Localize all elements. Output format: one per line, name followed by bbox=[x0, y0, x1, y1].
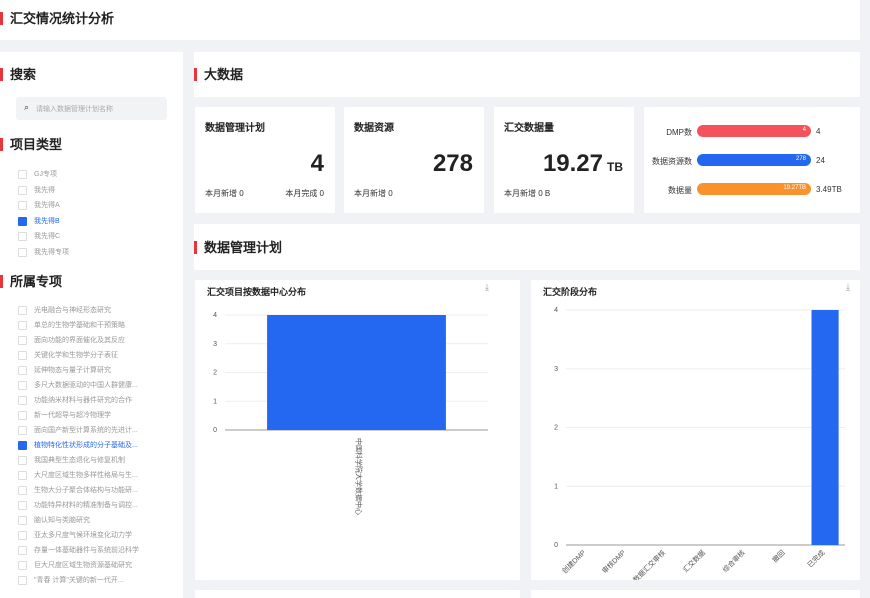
y-tick-label: 0 bbox=[213, 427, 217, 434]
checkbox-item[interactable]: 我先得专项 bbox=[18, 247, 69, 257]
card-note: 本月新增 0 bbox=[354, 189, 393, 198]
page-title: 汇交情况统计分析 bbox=[0, 12, 114, 25]
card-title: 汇交数据量 bbox=[504, 123, 554, 134]
special-title: 所属专项 bbox=[0, 275, 62, 288]
x-tick-label: 创建DMP bbox=[560, 548, 587, 575]
y-tick-label: 3 bbox=[554, 366, 558, 373]
summary-outer: 4 bbox=[816, 127, 821, 136]
stat-card bbox=[195, 107, 335, 213]
x-tick-label: 汇交数据 bbox=[681, 548, 707, 574]
summary-bar: 19.27TB bbox=[697, 183, 811, 195]
summary-outer: 3.49TB bbox=[816, 185, 842, 194]
summary-name: 数据量 bbox=[668, 186, 692, 195]
checkbox-item[interactable]: 我先得A bbox=[18, 201, 60, 210]
card-note: 本月新增 0 bbox=[205, 189, 244, 198]
unit: TB bbox=[607, 160, 623, 174]
summary-inner: 19.27TB bbox=[783, 185, 806, 191]
chart: ⤓ 汇交项目按数据中心分布 0 1 2 3 4 中国科学院大学数据中心 bbox=[207, 282, 489, 515]
y-tick-label: 1 bbox=[213, 398, 217, 405]
summary-outer: 24 bbox=[816, 156, 825, 165]
card-value: 19.27 TB bbox=[543, 150, 623, 178]
checkbox-item[interactable]: 生物大分子聚合体结构与功能研... bbox=[18, 486, 138, 495]
bar bbox=[267, 315, 446, 430]
checkbox-item[interactable]: 脑认知与类脑研究 bbox=[18, 516, 90, 525]
sidebar bbox=[0, 52, 183, 598]
checkbox-item[interactable]: 我先得 bbox=[18, 185, 55, 195]
summary-name: 数据资源数 bbox=[652, 157, 692, 166]
type-title: 项目类型 bbox=[0, 138, 62, 151]
checkbox-item[interactable]: 巨大尺度区域生物资源基础研究 bbox=[18, 561, 132, 570]
checkbox-item[interactable]: 新一代超导与超冷物理学 bbox=[18, 411, 111, 420]
checkbox-item[interactable]: 大尺度区域生物多样性格局与生... bbox=[18, 471, 138, 480]
checkbox-item[interactable]: 亚太多尺度气候环境变化动力学 bbox=[18, 531, 132, 540]
chart-panel bbox=[195, 590, 520, 598]
checkbox-item[interactable]: 面向国产新型计算系统的先进计... bbox=[18, 426, 138, 435]
value: 278 bbox=[432, 150, 473, 177]
checkbox-item[interactable]: GJ专项 bbox=[18, 170, 57, 179]
chart-panel: ⤓ 汇交阶段分布 0 1 2 3 4 创建DMP 审核DMP 数据汇交审核 汇交数据 综合审核 撤回 已完… bbox=[531, 280, 860, 584]
value: 4 bbox=[310, 150, 324, 177]
checkbox-item[interactable]: 植物特化性状形成的分子基础及... bbox=[18, 441, 138, 450]
x-tick-label: 综合审核 bbox=[721, 548, 747, 574]
card-value: 278 bbox=[433, 150, 473, 178]
y-tick-label: 4 bbox=[213, 312, 217, 319]
card-title: 数据资源 bbox=[354, 123, 394, 134]
summary-name: DMP数 bbox=[666, 128, 692, 137]
stat-card bbox=[344, 107, 484, 213]
summary-bar: 278 bbox=[697, 154, 811, 166]
bigdata-panel bbox=[194, 52, 860, 97]
x-tick-label: 审核DMP bbox=[600, 548, 627, 575]
bar bbox=[811, 310, 839, 545]
checkbox-item[interactable]: 功能纳米材料与器件研究的合作 bbox=[18, 396, 132, 405]
bigdata-title: 大数据 bbox=[194, 68, 243, 81]
checkbox-item[interactable]: 光电融合与神经形态研究 bbox=[18, 306, 111, 315]
plan-title: 数据管理计划 bbox=[194, 241, 282, 254]
summary-bar: 4 bbox=[697, 125, 811, 137]
chart-title: 汇交项目按数据中心分布 bbox=[207, 286, 306, 297]
chart-panel bbox=[531, 590, 860, 598]
chart-panel: ⤓ 汇交项目按数据中心分布 0 1 2 3 4 中国科学院大学数据中心 bbox=[195, 280, 520, 580]
card-title: 数据管理计划 bbox=[205, 123, 265, 134]
checkbox-item[interactable]: 单总的生物学基础和干预策略 bbox=[18, 321, 125, 330]
checkbox-item[interactable]: 关键化学和生物学分子表征 bbox=[18, 351, 118, 360]
chart-title: 汇交阶段分布 bbox=[543, 286, 597, 297]
stat-card bbox=[494, 107, 634, 213]
y-tick-label: 4 bbox=[554, 307, 558, 314]
checkbox-item[interactable]: 面向功能的界面催化及其反应 bbox=[18, 336, 125, 345]
plan-panel bbox=[194, 224, 860, 270]
search-placeholder: 请输入数据管理计划名称 bbox=[36, 106, 113, 113]
chart: ⤓ 汇交阶段分布 0 1 2 3 4 创建DMP 审核DMP 数据汇交审核 汇交数据 综合审核 撤回 已完… bbox=[543, 282, 850, 584]
y-tick-label: 2 bbox=[554, 425, 558, 432]
card-note: 本月新增 0 B bbox=[504, 189, 551, 198]
y-tick-label: 3 bbox=[213, 341, 217, 348]
x-tick-label: 数据汇交审核 bbox=[631, 548, 667, 580]
checkbox-item[interactable]: "青春 计算"关键的新一代开... bbox=[18, 576, 124, 585]
search-title: 搜索 bbox=[0, 68, 36, 81]
summary-inner: 278 bbox=[795, 156, 806, 162]
y-tick-label: 1 bbox=[554, 483, 558, 490]
checkbox-item[interactable]: 延伸物态与量子计算研究 bbox=[18, 366, 111, 375]
value: 19.27 bbox=[542, 150, 603, 177]
checkbox-item[interactable]: 存量一体基础器件与系统前沿科学 bbox=[18, 546, 139, 555]
checkbox-item[interactable]: 我先得C bbox=[18, 232, 60, 241]
y-tick-label: 0 bbox=[554, 542, 558, 549]
card-note: 本月完成 0 bbox=[285, 189, 324, 198]
checkbox-item[interactable]: 功能特异材料的精准制备与调控... bbox=[18, 501, 138, 510]
x-tick-label: 撤回 bbox=[770, 548, 786, 564]
checkbox-item[interactable]: 多尺大数据驱动的中国人群健康... bbox=[18, 381, 138, 390]
checkbox-item[interactable]: 我先得B bbox=[18, 216, 60, 226]
x-tick-label: 已完成 bbox=[805, 548, 826, 569]
search-input[interactable]: ⌕ 请输入数据管理计划名称 bbox=[16, 97, 167, 120]
card-value: 4 bbox=[311, 150, 324, 178]
header bbox=[0, 0, 860, 40]
x-tick-label: 中国科学院大学数据中心 bbox=[355, 438, 364, 515]
summary-inner: 4 bbox=[802, 127, 806, 133]
y-tick-label: 2 bbox=[213, 370, 217, 377]
svg-text:⤓: ⤓ bbox=[846, 282, 850, 292]
svg-text:⤓: ⤓ bbox=[485, 282, 489, 292]
checkbox-item[interactable]: 我国典型生态退化与修复机制 bbox=[18, 456, 125, 465]
